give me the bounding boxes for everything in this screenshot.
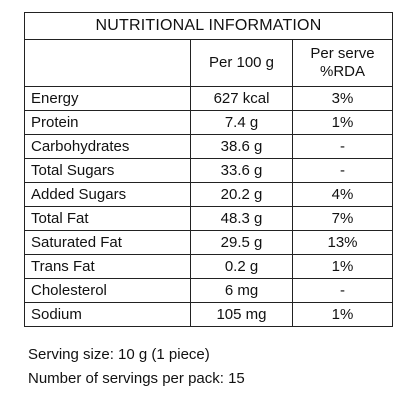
nutrient-value: - <box>291 158 394 183</box>
nutrient-name: Trans Fat <box>24 254 191 279</box>
footer-line: Number of servings per pack: 15 <box>28 370 245 387</box>
nutrient-value: 7% <box>291 206 394 231</box>
nutrition-table: NUTRITIONAL INFORMATION Per 100 g Per se… <box>23 12 394 327</box>
nutrient-row: Total Fat 48.3 g 7% <box>24 206 394 231</box>
nutrient-value: 0.2 g <box>190 254 293 279</box>
nutrient-name: Energy <box>24 86 191 111</box>
nutrient-value: 105 mg <box>190 302 293 327</box>
nutrient-value: 48.3 g <box>190 206 293 231</box>
nutrient-row: Saturated Fat 29.5 g 13% <box>24 230 394 255</box>
nutrient-row: Carbohydrates 38.6 g- <box>24 134 394 159</box>
nutrient-value: - <box>291 134 394 159</box>
nutrient-value: 38.6 g <box>190 134 293 159</box>
nutrient-value: 20.2 g <box>190 182 293 207</box>
nutrient-value: 4% <box>291 182 394 207</box>
nutrient-name: Cholesterol <box>24 278 191 303</box>
header-row: Per 100 g Per serve %RDA <box>24 39 394 87</box>
nutrient-value: 1% <box>291 110 394 135</box>
nutrient-row: Total Sugars 33.6 g- <box>24 158 394 183</box>
nutrient-name: Protein <box>24 110 191 135</box>
nutrient-value: - <box>291 278 394 303</box>
nutrient-row: Cholesterol 6 mg - <box>24 278 394 303</box>
nutrient-value: 7.4 g <box>190 110 293 135</box>
nutrient-row: Trans Fat 0.2 g 1% <box>24 254 394 279</box>
header-cell: Per 100 g <box>190 39 293 87</box>
table-title: NUTRITIONAL INFORMATION <box>23 12 394 40</box>
nutrient-value: 1% <box>291 302 394 327</box>
nutrient-value: 3% <box>291 86 394 111</box>
nutrient-value: 6 mg <box>190 278 293 303</box>
header-line: %RDA <box>320 63 366 80</box>
header-line: Per serve <box>310 45 375 62</box>
nutrient-name: Carbohydrates <box>24 134 191 159</box>
nutrient-row: Protein 7.4 g 1% <box>24 110 394 135</box>
nutrient-value: 33.6 g <box>190 158 293 183</box>
nutrient-value: 1% <box>291 254 394 279</box>
header-cell: Per serve %RDA <box>291 39 394 87</box>
nutrient-name: Added Sugars <box>24 182 191 207</box>
nutrient-row: Added Sugars 20.2 g 4% <box>24 182 394 207</box>
nutrient-value: 13% <box>291 230 394 255</box>
nutrient-name: Total Fat <box>24 206 191 231</box>
nutrient-name: Saturated Fat <box>24 230 191 255</box>
nutrient-value: 29.5 g <box>190 230 293 255</box>
nutrient-row: Energy 627 kcal 3% <box>24 86 394 111</box>
nutrient-value: 627 kcal <box>190 86 293 111</box>
nutrient-name: Sodium <box>24 302 191 327</box>
title-row: NUTRITIONAL INFORMATION <box>23 12 394 40</box>
nutrient-name: Total Sugars <box>24 158 191 183</box>
nutrient-row: Sodium 105 mg 1% <box>24 302 394 327</box>
header-blank <box>24 39 191 87</box>
table-body: NUTRITIONAL INFORMATION Per 100 g Per se… <box>23 12 394 327</box>
footer-line: Serving size: 10 g (1 piece) <box>28 346 210 363</box>
